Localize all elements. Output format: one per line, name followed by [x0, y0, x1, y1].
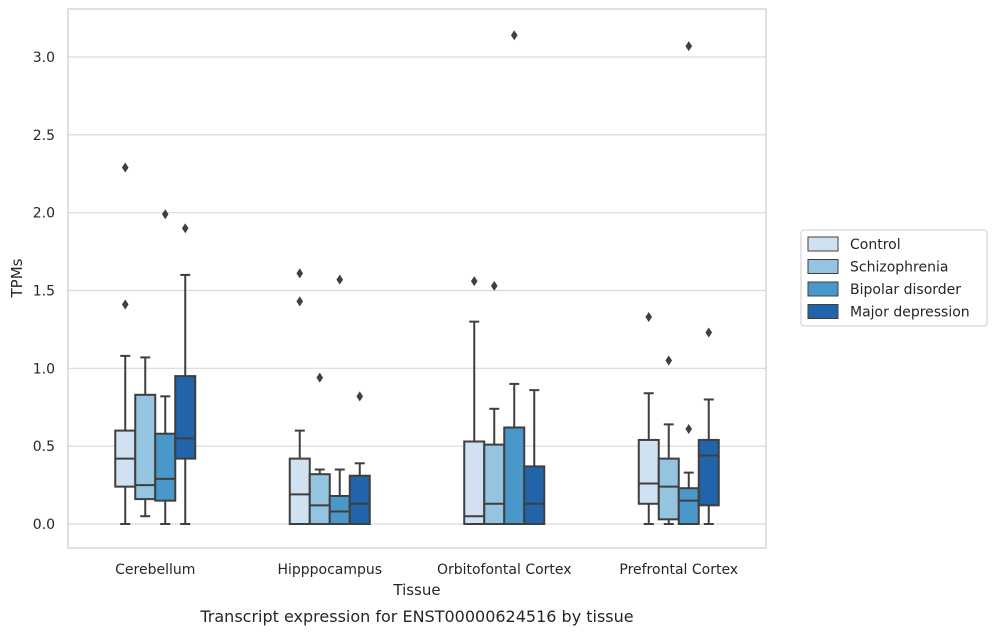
boxes: [114, 30, 720, 526]
box-schizophrenia: [483, 280, 506, 525]
box-major-depression: [174, 223, 197, 525]
y-tick-label: 2.5: [33, 128, 55, 144]
x-tick-label: Hipppocampus: [277, 562, 382, 578]
legend-item: Schizophrenia: [807, 259, 948, 276]
legend-item: Bipolar disorder: [807, 281, 961, 298]
outlier-point: [510, 30, 518, 41]
box-bipolar-disorder: [677, 41, 700, 525]
box-iqr: [463, 440, 486, 526]
outlier-point: [665, 355, 673, 366]
outlier-point: [645, 311, 653, 322]
chart-caption: Transcript expression for ENST0000062451…: [199, 607, 633, 626]
box-iqr: [288, 457, 311, 525]
box-control: [637, 311, 660, 525]
box-iqr: [308, 473, 331, 526]
box-major-depression: [523, 389, 546, 525]
y-tick-labels: 0.0 0.5 1.0 1.5 2.0 2.5 3.0: [33, 50, 55, 533]
box-iqr: [657, 457, 680, 521]
legend-frame: [800, 229, 988, 327]
legend: Control Schizophrenia Bipolar disorder Majo…: [800, 229, 988, 327]
legend-label: Control: [850, 237, 901, 253]
box-iqr: [134, 393, 157, 501]
box-iqr: [677, 487, 700, 525]
legend-label: Major depression: [850, 305, 970, 321]
box-iqr: [483, 443, 506, 525]
legend-swatch: [807, 236, 839, 252]
box-iqr: [637, 438, 660, 505]
box-major-depression: [697, 327, 720, 525]
legend-label: Bipolar disorder: [850, 282, 961, 298]
box-schizophrenia: [308, 372, 331, 526]
outlier-point: [296, 268, 304, 279]
box-iqr: [503, 426, 526, 525]
box-iqr: [328, 494, 351, 526]
outlier-point: [121, 299, 129, 310]
outlier-point: [685, 424, 693, 435]
x-axis-label: Tissue: [392, 581, 440, 599]
y-tick-label: 3.0: [33, 50, 55, 66]
y-tick-label: 0.0: [33, 517, 55, 533]
legend-swatch: [807, 304, 839, 319]
outlier-point: [685, 41, 693, 52]
outlier-point: [316, 372, 324, 383]
legend-item: Control: [807, 236, 901, 253]
outlier-point: [470, 276, 478, 287]
x-tick-label: Cerebellum: [115, 562, 195, 578]
box-bipolar-disorder: [154, 209, 177, 525]
x-tick-label: Orbitofontal Cortex: [437, 562, 572, 578]
box-schizophrenia: [134, 356, 157, 518]
outlier-point: [336, 274, 344, 285]
y-axis-label: TPMs: [8, 258, 26, 298]
y-tick-label: 2.0: [33, 206, 55, 222]
outlier-point: [121, 162, 129, 173]
box-control: [114, 162, 137, 525]
x-tick-label: Prefrontal Cortex: [619, 562, 738, 578]
y-tick-label: 1.0: [33, 361, 55, 377]
box-control: [463, 276, 486, 526]
outlier-point: [705, 327, 713, 338]
x-tick-labels: Cerebellum Hipppocampus Orbitofontal Corte…: [115, 562, 738, 578]
legend-item: Major depression: [807, 304, 970, 321]
box-iqr: [154, 432, 177, 502]
box-bipolar-disorder: [503, 30, 526, 525]
box-iqr: [174, 375, 197, 460]
box-bipolar-disorder: [328, 274, 351, 526]
y-tick-label: 1.5: [33, 284, 55, 300]
box-iqr: [697, 438, 720, 507]
box-iqr: [523, 465, 546, 525]
legend-swatch: [807, 259, 839, 274]
outlier-point: [296, 296, 304, 307]
legend-label: Schizophrenia: [850, 260, 948, 276]
legend-swatch: [807, 281, 839, 297]
plot-area-frame: [67, 8, 767, 549]
box-iqr: [348, 474, 371, 526]
box-major-depression: [348, 391, 371, 526]
y-tick-label: 0.5: [33, 439, 55, 455]
outlier-point: [490, 280, 498, 291]
box-schizophrenia: [657, 355, 680, 525]
outlier-point: [181, 223, 189, 234]
outlier-point: [356, 391, 364, 402]
outlier-point: [161, 209, 169, 220]
box-control: [288, 268, 311, 525]
